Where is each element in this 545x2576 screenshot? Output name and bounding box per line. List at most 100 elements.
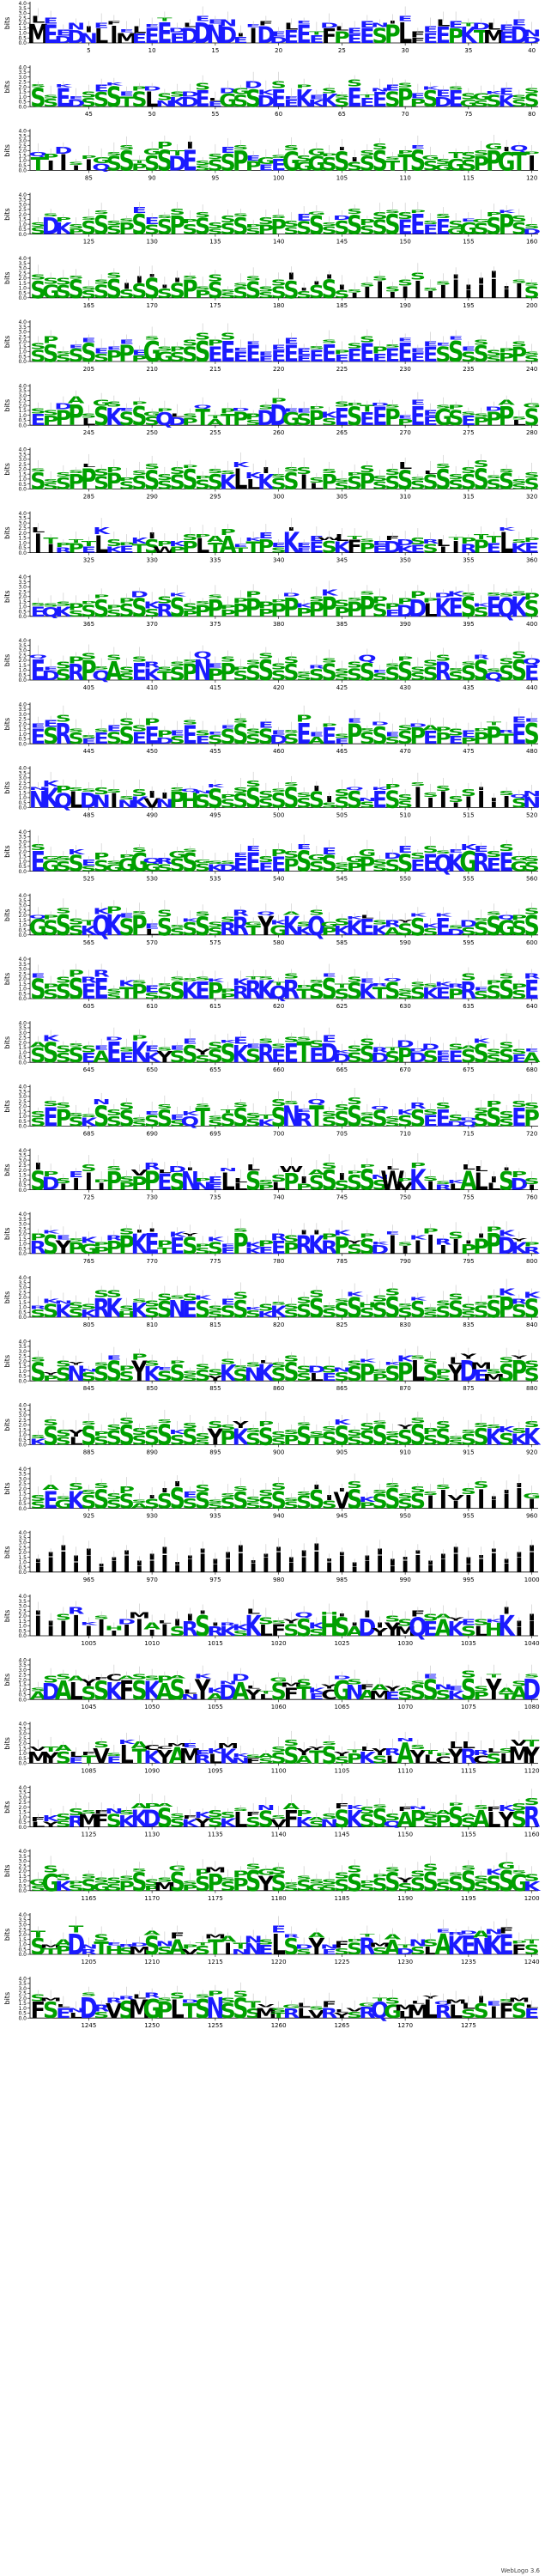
logo-letter: E: [132, 659, 147, 686]
logo-letter: E: [195, 734, 209, 746]
logo-letter: R: [473, 654, 490, 661]
logo-letter: S: [118, 665, 134, 675]
logo-letter: N: [155, 797, 173, 811]
logo-letter: I: [451, 538, 459, 557]
logo-letter: P: [144, 717, 160, 728]
logo-letter: P: [233, 601, 249, 621]
logo-letter: S: [283, 659, 299, 685]
logo-letter: L: [82, 463, 96, 468]
y-tick-label: 1.0: [18, 477, 27, 483]
logo-letter: I: [427, 289, 434, 301]
logo-letter: S: [94, 474, 109, 494]
logo-letter: I: [59, 149, 67, 175]
logo-letter: S: [486, 355, 501, 363]
logo-letter: S: [524, 351, 539, 356]
y-tick-label: 3.0: [18, 457, 27, 463]
logo-letter: P: [512, 343, 528, 366]
logo-letter: E: [372, 787, 387, 814]
logo-letter: K: [321, 92, 339, 112]
logo-letter: S: [81, 217, 96, 239]
logo-letter: K: [55, 84, 73, 88]
logo-letter: I: [477, 276, 485, 286]
logo-letter: E: [56, 85, 70, 113]
logo-letter: E: [347, 27, 361, 36]
logo-letter: S: [360, 223, 375, 237]
logo-letter: S: [334, 794, 349, 811]
logo-letter: E: [347, 82, 361, 113]
x-tick-label: 520: [526, 811, 537, 818]
logo-letter: I: [502, 287, 510, 301]
logo-letter: T: [132, 542, 148, 556]
logo-letter: S: [435, 404, 451, 410]
y-tick-label: 1.0: [18, 413, 27, 419]
logo-letter: E: [94, 348, 108, 355]
logo-letter: P: [245, 590, 262, 599]
x-tick-label: 125: [83, 239, 94, 246]
logo-letter: P: [448, 25, 464, 47]
x-tick-label: 240: [526, 366, 537, 373]
logo-letter: E: [31, 604, 45, 620]
logo-letter: S: [347, 474, 362, 494]
logo-letter: D: [181, 24, 199, 48]
x-tick-label: 850: [146, 1385, 157, 1392]
logo-letter: E: [56, 28, 70, 38]
y-tick-label: 4.0: [18, 383, 27, 389]
logo-letter: G: [130, 849, 148, 878]
logo-letter: S: [94, 786, 109, 797]
logo-letter: P: [182, 659, 198, 686]
y-tick-label: 1.0: [18, 668, 27, 674]
logo-letter: L: [424, 599, 438, 621]
x-tick-label: 100: [273, 174, 284, 181]
logo-letter: S: [524, 354, 539, 363]
logo-letter: A: [143, 1930, 161, 1937]
logo-letter: L: [31, 15, 45, 26]
logo-letter: E: [397, 337, 412, 368]
x-tick-label: 900: [273, 1449, 284, 1455]
y-tick-label: 1.0: [18, 540, 27, 546]
logo-letter: S: [524, 405, 539, 432]
logo-letter: Q: [155, 410, 174, 430]
logo-letter: S: [499, 468, 514, 494]
logo-letter: S: [106, 272, 122, 280]
y-tick-label: 1.0: [18, 158, 27, 164]
logo-letter: I: [414, 276, 421, 304]
logo-letter: K: [346, 1291, 364, 1298]
x-tick-label: 680: [526, 1066, 537, 1073]
logo-letter: S: [169, 787, 185, 792]
logo-letter: E: [31, 412, 45, 429]
y-tick-label: 2.0: [18, 531, 27, 537]
logo-letter: K: [447, 591, 466, 598]
logo-letter: F: [410, 37, 425, 45]
logo-letter: A: [220, 532, 238, 559]
y-tick-label: 4.0: [18, 1976, 27, 1982]
logo-letter: E: [271, 85, 286, 112]
logo-letter: P: [195, 475, 211, 480]
y-tick-label: 4.0: [18, 893, 27, 899]
logo-letter: S: [422, 659, 438, 668]
logo-letter: S: [30, 469, 45, 495]
logo-letter: P: [321, 591, 337, 623]
y-tick-label: 3.0: [18, 330, 27, 336]
logo-letter: R: [55, 547, 72, 555]
x-tick-label: 560: [526, 876, 537, 883]
x-tick-label: 865: [336, 1385, 348, 1392]
logo-letter: P: [208, 338, 224, 348]
logo-letter: E: [309, 539, 324, 556]
logo-letter: P: [499, 348, 515, 355]
logo-letter: S: [94, 404, 109, 432]
logo-letter: S: [473, 339, 488, 347]
y-tick-label: 4.0: [18, 1084, 27, 1091]
y-tick-label: 0.5: [18, 800, 27, 806]
logo-letter: G: [168, 849, 186, 860]
logo-letter: P: [461, 736, 477, 745]
logo-letter: K: [409, 1235, 427, 1242]
logo-letter: I: [490, 269, 498, 280]
logo-letter: S: [296, 465, 312, 477]
logo-row-9: bits 0.00.51.01.52.02.53.03.54.0 325 330 335…: [3, 511, 540, 564]
logo-letter: S: [182, 464, 197, 496]
x-tick-label: 55: [211, 111, 219, 118]
logo-letter: S: [347, 660, 362, 670]
logo-letter: S: [410, 671, 426, 683]
logo-letter: S: [182, 601, 197, 612]
